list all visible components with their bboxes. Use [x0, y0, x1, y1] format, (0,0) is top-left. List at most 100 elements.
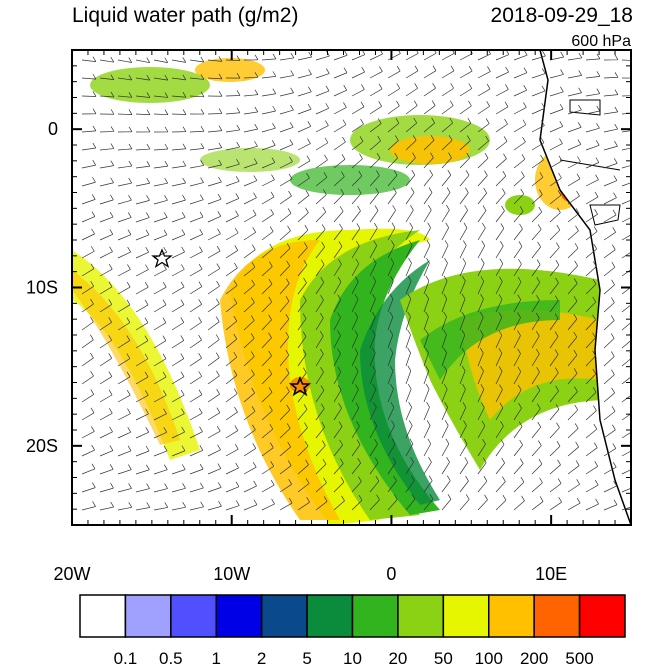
wind-barb	[153, 371, 167, 385]
lwp-field	[72, 50, 631, 525]
wind-barb	[333, 223, 343, 241]
wind-barb	[369, 384, 377, 403]
wind-barb	[495, 420, 504, 439]
wind-barb	[297, 277, 307, 295]
wind-barb	[225, 425, 239, 439]
wind-barb	[585, 226, 598, 241]
wind-barb	[207, 370, 220, 385]
wind-barb	[441, 65, 455, 79]
wind-barb	[243, 351, 255, 367]
wind-barb	[495, 439, 505, 457]
wind-barb	[423, 347, 429, 367]
wind-barb	[279, 497, 293, 511]
wind-barb	[189, 407, 203, 421]
wind-barb	[495, 258, 504, 277]
wind-barb	[171, 353, 185, 367]
wind-barb	[513, 188, 525, 205]
wind-barb	[495, 476, 506, 493]
wind-barb	[135, 92, 151, 98]
wind-barb	[117, 160, 133, 169]
wind-barb	[387, 402, 395, 421]
wind-barb	[459, 222, 468, 241]
wind-barb	[117, 445, 132, 457]
wind-barb	[387, 187, 397, 205]
wind-barb	[171, 212, 186, 223]
wind-barb	[441, 204, 450, 223]
wind-barb	[603, 158, 618, 169]
wind-barb	[585, 261, 597, 277]
wind-barb	[117, 109, 133, 115]
wind-barb	[513, 495, 525, 511]
wind-barb	[477, 101, 490, 115]
wind-barb	[477, 384, 485, 403]
wind-barb	[99, 177, 114, 187]
wind-barb	[261, 174, 275, 187]
wind-barb	[315, 154, 328, 169]
wind-barb	[477, 293, 484, 313]
wind-barb	[261, 226, 274, 241]
wind-barb	[81, 407, 95, 421]
wind-barb	[171, 281, 185, 295]
colorbar-label: 100	[475, 649, 503, 667]
wind-barb	[459, 65, 473, 79]
wind-barb	[333, 258, 342, 277]
wind-barb	[621, 444, 631, 457]
wind-barb	[279, 331, 290, 349]
wind-barb	[171, 246, 185, 259]
wind-barb	[405, 169, 416, 187]
wind-barb	[387, 311, 394, 331]
wind-barb	[171, 502, 187, 511]
wind-barb	[585, 442, 598, 457]
wind-barb	[369, 475, 380, 493]
wind-barb	[513, 403, 522, 421]
wind-barb	[171, 109, 187, 115]
wind-barb	[495, 384, 503, 403]
wind-barb	[387, 293, 394, 313]
wind-barb	[621, 95, 631, 97]
wind-barb	[243, 89, 259, 97]
wind-barb	[423, 117, 435, 133]
wind-barb	[621, 406, 631, 421]
wind-barb	[135, 353, 149, 367]
wind-barb	[189, 316, 202, 331]
wind-barb	[207, 426, 221, 439]
wind-barb	[135, 57, 151, 64]
wind-barb	[189, 281, 203, 295]
wind-barb	[171, 299, 185, 313]
wind-barb	[153, 229, 168, 241]
wind-barb	[441, 257, 448, 277]
wind-barb	[153, 353, 167, 367]
wind-barb	[117, 427, 132, 439]
wind-barb	[189, 194, 204, 205]
wind-barb	[423, 204, 432, 223]
wind-barb	[513, 439, 523, 457]
wind-barb	[387, 240, 395, 259]
wind-barb	[477, 240, 486, 259]
wind-barb	[387, 275, 394, 295]
wind-barb	[549, 172, 562, 187]
y-tick-label: 20S	[26, 436, 58, 456]
wind-barb	[477, 475, 488, 493]
wind-barb	[189, 463, 204, 475]
wind-barb	[549, 69, 564, 79]
wind-barb	[369, 50, 383, 61]
y-tick-label: 10S	[26, 278, 58, 298]
wind-barb	[567, 208, 580, 223]
wind-barb	[135, 178, 151, 187]
wind-barb	[567, 243, 579, 259]
wind-barb	[477, 439, 486, 457]
wind-barb	[441, 329, 447, 349]
wind-barb	[135, 464, 150, 475]
wind-barb	[477, 153, 489, 169]
wind-barb	[621, 199, 631, 205]
wind-barb	[351, 153, 363, 169]
wind-barb	[387, 329, 394, 349]
wind-barb	[189, 501, 204, 511]
wind-barb	[387, 438, 396, 457]
wind-barb	[441, 494, 452, 511]
wind-barb	[531, 348, 540, 367]
wind-barb	[207, 389, 220, 403]
wind-barb	[549, 422, 560, 439]
wind-barb	[603, 89, 619, 97]
wind-barb	[459, 494, 470, 511]
